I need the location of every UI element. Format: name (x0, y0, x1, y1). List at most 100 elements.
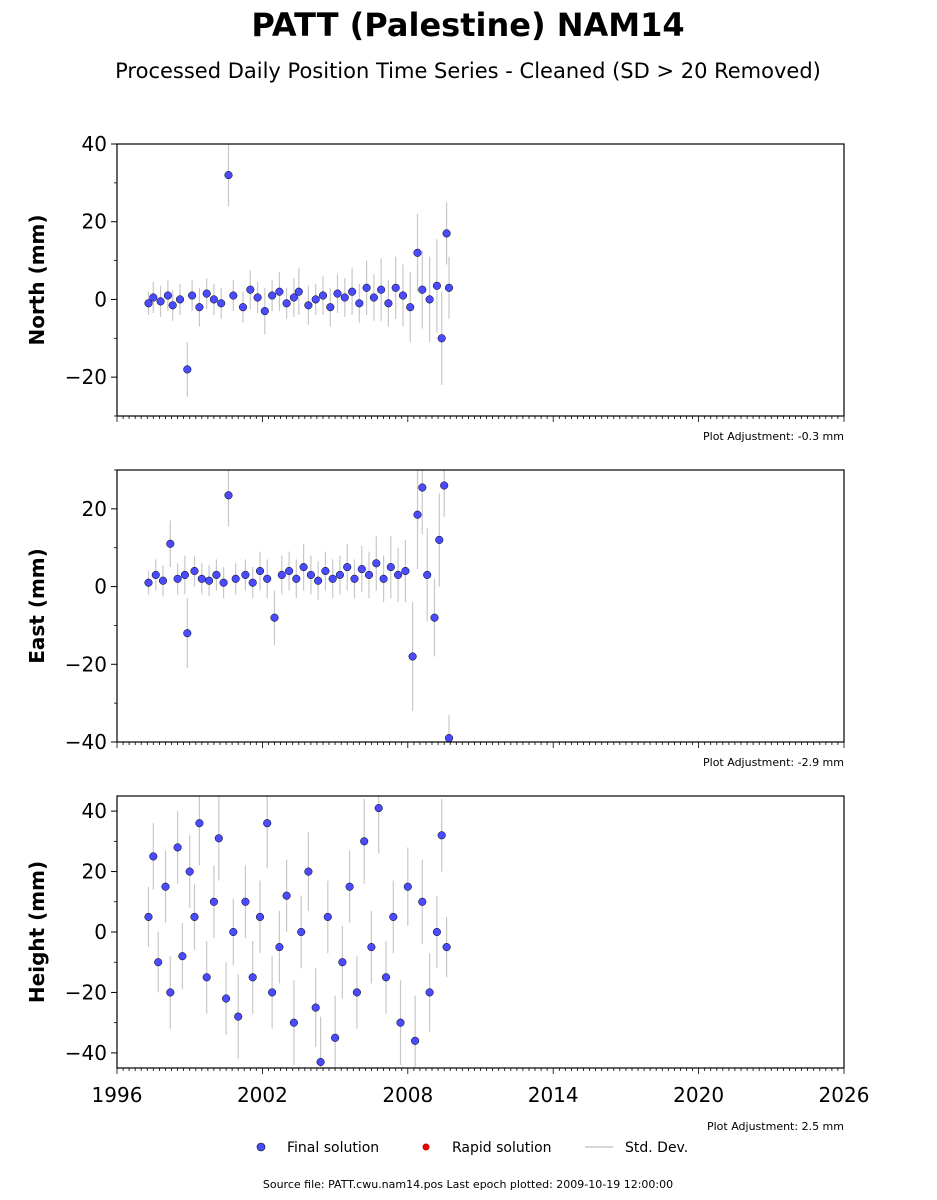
data-point (311, 1003, 320, 1012)
legend: Final solution Rapid solution Std. Dev. (256, 1140, 688, 1156)
data-point (304, 867, 313, 876)
data-point (398, 291, 408, 300)
data-point (304, 301, 313, 310)
data-point (183, 365, 192, 374)
data-point (144, 578, 153, 587)
data-point (219, 578, 228, 587)
data-point (418, 483, 427, 492)
legend-rapid-marker (422, 1143, 430, 1151)
data-point (350, 574, 359, 583)
data-point (268, 291, 277, 300)
chart-title: PATT (Palestine) NAM14 (251, 6, 684, 44)
data-point (418, 285, 427, 294)
data-point (190, 566, 199, 576)
data-point (289, 1018, 298, 1027)
data-point (224, 491, 233, 500)
data-point (168, 301, 177, 310)
data-point (183, 629, 192, 638)
data-point (432, 281, 441, 290)
y-tick-label: −40 (65, 1041, 107, 1065)
data-point (255, 912, 265, 921)
data-point (231, 574, 240, 583)
y-tick-label: 20 (82, 210, 107, 234)
data-point (425, 295, 434, 304)
data-point (444, 283, 454, 292)
data-point (173, 574, 182, 583)
data-point (338, 958, 347, 967)
data-point (268, 988, 277, 997)
data-point (413, 248, 422, 257)
data-point (440, 481, 449, 490)
data-point (335, 570, 344, 579)
y-axis-label: East (mm) (25, 548, 49, 664)
data-point (166, 539, 175, 548)
data-point (314, 576, 323, 585)
data-point (437, 831, 446, 840)
plot-adjustment-note: Plot Adjustment: 2.5 mm (707, 1120, 844, 1133)
data-point (217, 299, 226, 308)
data-point (328, 574, 337, 583)
data-point (411, 1036, 420, 1045)
data-point (331, 1033, 340, 1042)
data-point (318, 291, 328, 300)
data-point (369, 293, 378, 302)
data-point (209, 295, 218, 304)
data-point (289, 293, 298, 302)
plot-frame (116, 469, 845, 743)
data-point (391, 283, 400, 292)
data-point (323, 912, 332, 921)
data-point (263, 819, 272, 828)
legend-final-marker (256, 1142, 266, 1152)
data-point (238, 303, 248, 312)
y-tick-label: 40 (82, 132, 107, 156)
data-point (384, 299, 393, 308)
data-point (406, 303, 415, 312)
legend-final-label: Final solution (287, 1140, 379, 1156)
data-point (260, 307, 269, 316)
data-point (444, 734, 454, 743)
data-point (381, 973, 391, 982)
data-point (195, 819, 204, 828)
data-point (248, 973, 257, 982)
data-point (386, 563, 395, 572)
data-point (241, 570, 250, 579)
source-footer: Source file: PATT.cwu.nam14.pos Last epo… (263, 1178, 673, 1191)
data-point (144, 912, 153, 921)
y-tick-label: 20 (82, 860, 107, 884)
data-point (321, 566, 330, 576)
data-point (149, 293, 158, 302)
data-point (352, 988, 361, 997)
data-point (234, 1012, 243, 1021)
y-tick-label: 40 (82, 799, 107, 823)
data-point (180, 570, 189, 579)
data-point (348, 287, 357, 296)
data-point (377, 285, 386, 294)
y-tick-label: −40 (65, 730, 107, 754)
data-point (202, 973, 211, 982)
data-point (149, 852, 158, 861)
data-point (306, 570, 315, 579)
legend-rapid-label: Rapid solution (452, 1140, 552, 1156)
data-point (413, 510, 422, 519)
data-point (195, 303, 204, 312)
data-point (156, 297, 165, 306)
plot-adjustment-note: Plot Adjustment: -2.9 mm (703, 756, 844, 769)
data-point (275, 287, 284, 296)
data-point (212, 570, 221, 579)
data-point (432, 927, 441, 937)
data-point (333, 289, 342, 298)
data-point (357, 565, 366, 574)
data-point (423, 570, 432, 579)
data-point (185, 867, 194, 876)
plot-adjustment-note: Plot Adjustment: -0.3 mm (703, 430, 844, 443)
data-point (255, 566, 265, 576)
data-point (158, 576, 168, 585)
data-point (294, 287, 303, 296)
data-point (173, 843, 182, 852)
data-point (394, 570, 403, 579)
panel-3: −40 −20 0 20 40 Height (mm) 1996 2002 2008 2014 20… (25, 795, 870, 1133)
x-tick-label: 2026 (819, 1083, 870, 1107)
data-point (442, 229, 451, 238)
data-point (154, 958, 163, 967)
data-point (360, 837, 369, 846)
